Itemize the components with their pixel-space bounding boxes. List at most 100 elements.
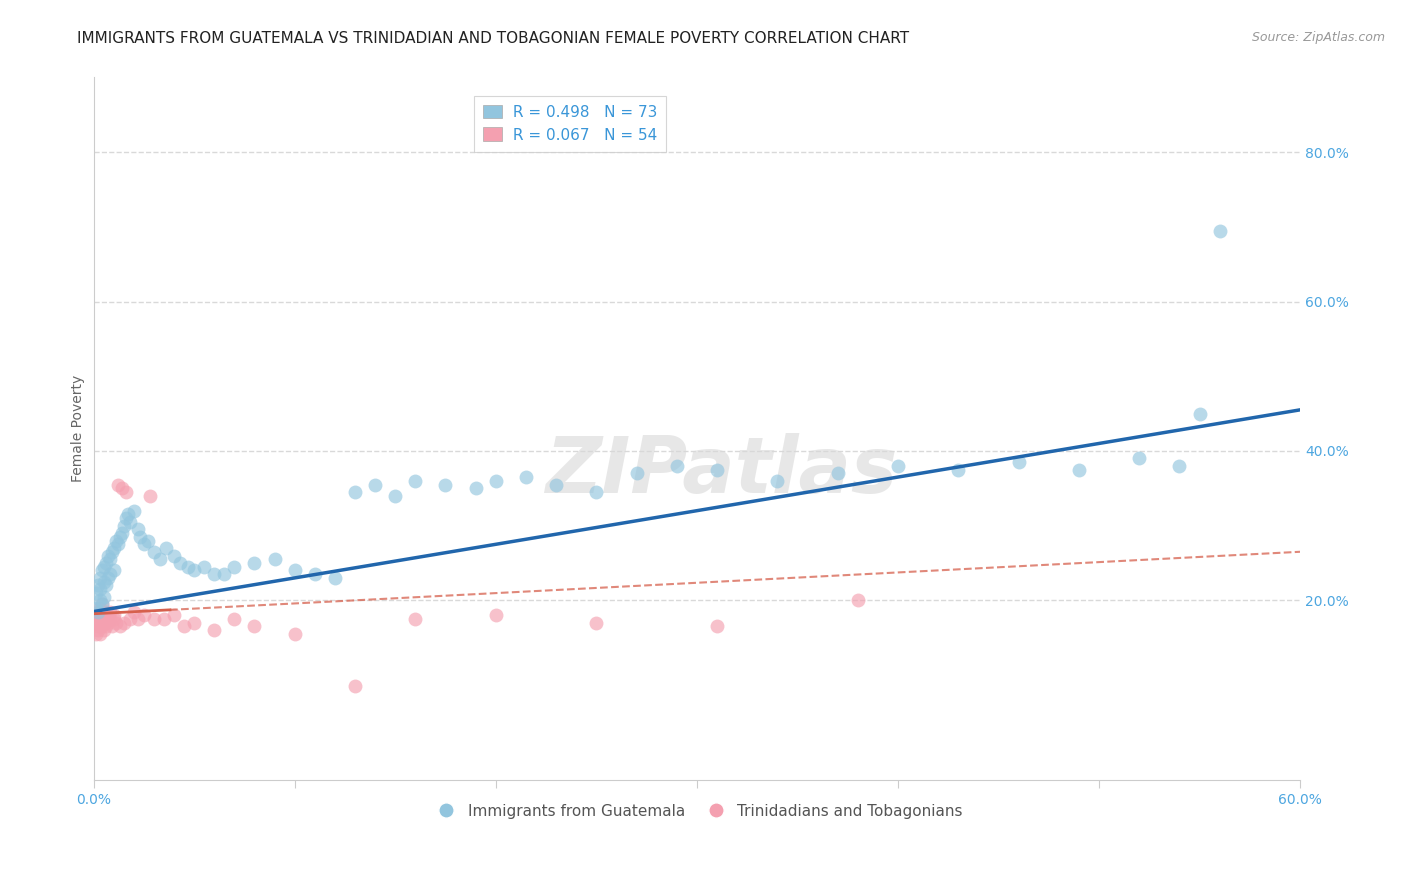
Point xyxy=(169,556,191,570)
Point xyxy=(128,530,150,544)
Point xyxy=(84,600,107,615)
Point xyxy=(323,571,346,585)
Point xyxy=(544,477,567,491)
Point xyxy=(86,605,108,619)
Point xyxy=(142,545,165,559)
Point xyxy=(114,485,136,500)
Point xyxy=(263,552,285,566)
Point xyxy=(90,619,112,633)
Point xyxy=(1128,451,1150,466)
Point xyxy=(114,511,136,525)
Point xyxy=(515,470,537,484)
Point xyxy=(343,485,366,500)
Point xyxy=(86,612,108,626)
Point xyxy=(1168,458,1191,473)
Point xyxy=(224,612,246,626)
Point xyxy=(90,605,112,619)
Point xyxy=(108,530,131,544)
Point xyxy=(485,608,508,623)
Point xyxy=(214,567,236,582)
Point xyxy=(626,467,648,481)
Point xyxy=(84,627,107,641)
Point xyxy=(706,619,728,633)
Point xyxy=(98,612,121,626)
Point xyxy=(86,578,108,592)
Point xyxy=(142,612,165,626)
Point xyxy=(343,679,366,693)
Point xyxy=(94,556,117,570)
Point xyxy=(112,518,135,533)
Point xyxy=(127,612,149,626)
Point xyxy=(93,608,115,623)
Point xyxy=(122,605,145,619)
Point xyxy=(89,593,111,607)
Point xyxy=(104,533,127,548)
Point xyxy=(97,608,120,623)
Point xyxy=(163,608,186,623)
Point xyxy=(103,608,125,623)
Point xyxy=(89,608,111,623)
Point xyxy=(93,559,115,574)
Point xyxy=(97,615,120,630)
Point xyxy=(224,559,246,574)
Point xyxy=(103,612,125,626)
Point xyxy=(284,564,307,578)
Point xyxy=(89,600,111,615)
Point xyxy=(887,458,910,473)
Point xyxy=(94,605,117,619)
Point xyxy=(89,582,111,596)
Point xyxy=(404,612,426,626)
Point xyxy=(90,612,112,626)
Point xyxy=(86,605,108,619)
Point xyxy=(173,619,195,633)
Point xyxy=(89,615,111,630)
Point xyxy=(86,624,108,638)
Point xyxy=(90,597,112,611)
Point xyxy=(90,564,112,578)
Point xyxy=(155,541,177,555)
Point xyxy=(304,567,326,582)
Point xyxy=(665,458,688,473)
Point xyxy=(108,619,131,633)
Y-axis label: Female Poverty: Female Poverty xyxy=(72,375,86,483)
Point xyxy=(485,474,508,488)
Point xyxy=(846,593,869,607)
Point xyxy=(98,567,121,582)
Point xyxy=(84,615,107,630)
Point xyxy=(153,612,176,626)
Point xyxy=(98,552,121,566)
Point xyxy=(100,545,122,559)
Point xyxy=(89,627,111,641)
Point xyxy=(84,586,107,600)
Point xyxy=(107,477,129,491)
Point xyxy=(1067,462,1090,476)
Point xyxy=(149,552,172,566)
Point xyxy=(706,462,728,476)
Point xyxy=(103,564,125,578)
Point xyxy=(202,567,225,582)
Point xyxy=(127,522,149,536)
Point xyxy=(118,515,141,529)
Point xyxy=(132,537,155,551)
Point xyxy=(117,508,139,522)
Point xyxy=(193,559,215,574)
Point xyxy=(132,608,155,623)
Point xyxy=(122,504,145,518)
Point xyxy=(93,615,115,630)
Point xyxy=(97,549,120,563)
Point xyxy=(948,462,970,476)
Point xyxy=(827,467,849,481)
Point xyxy=(434,477,457,491)
Point xyxy=(107,537,129,551)
Point xyxy=(118,612,141,626)
Point xyxy=(89,571,111,585)
Point xyxy=(97,571,120,585)
Point xyxy=(93,624,115,638)
Point xyxy=(139,489,162,503)
Point xyxy=(766,474,789,488)
Point xyxy=(94,612,117,626)
Point xyxy=(1208,223,1230,237)
Point xyxy=(94,578,117,592)
Text: Source: ZipAtlas.com: Source: ZipAtlas.com xyxy=(1251,31,1385,45)
Point xyxy=(112,615,135,630)
